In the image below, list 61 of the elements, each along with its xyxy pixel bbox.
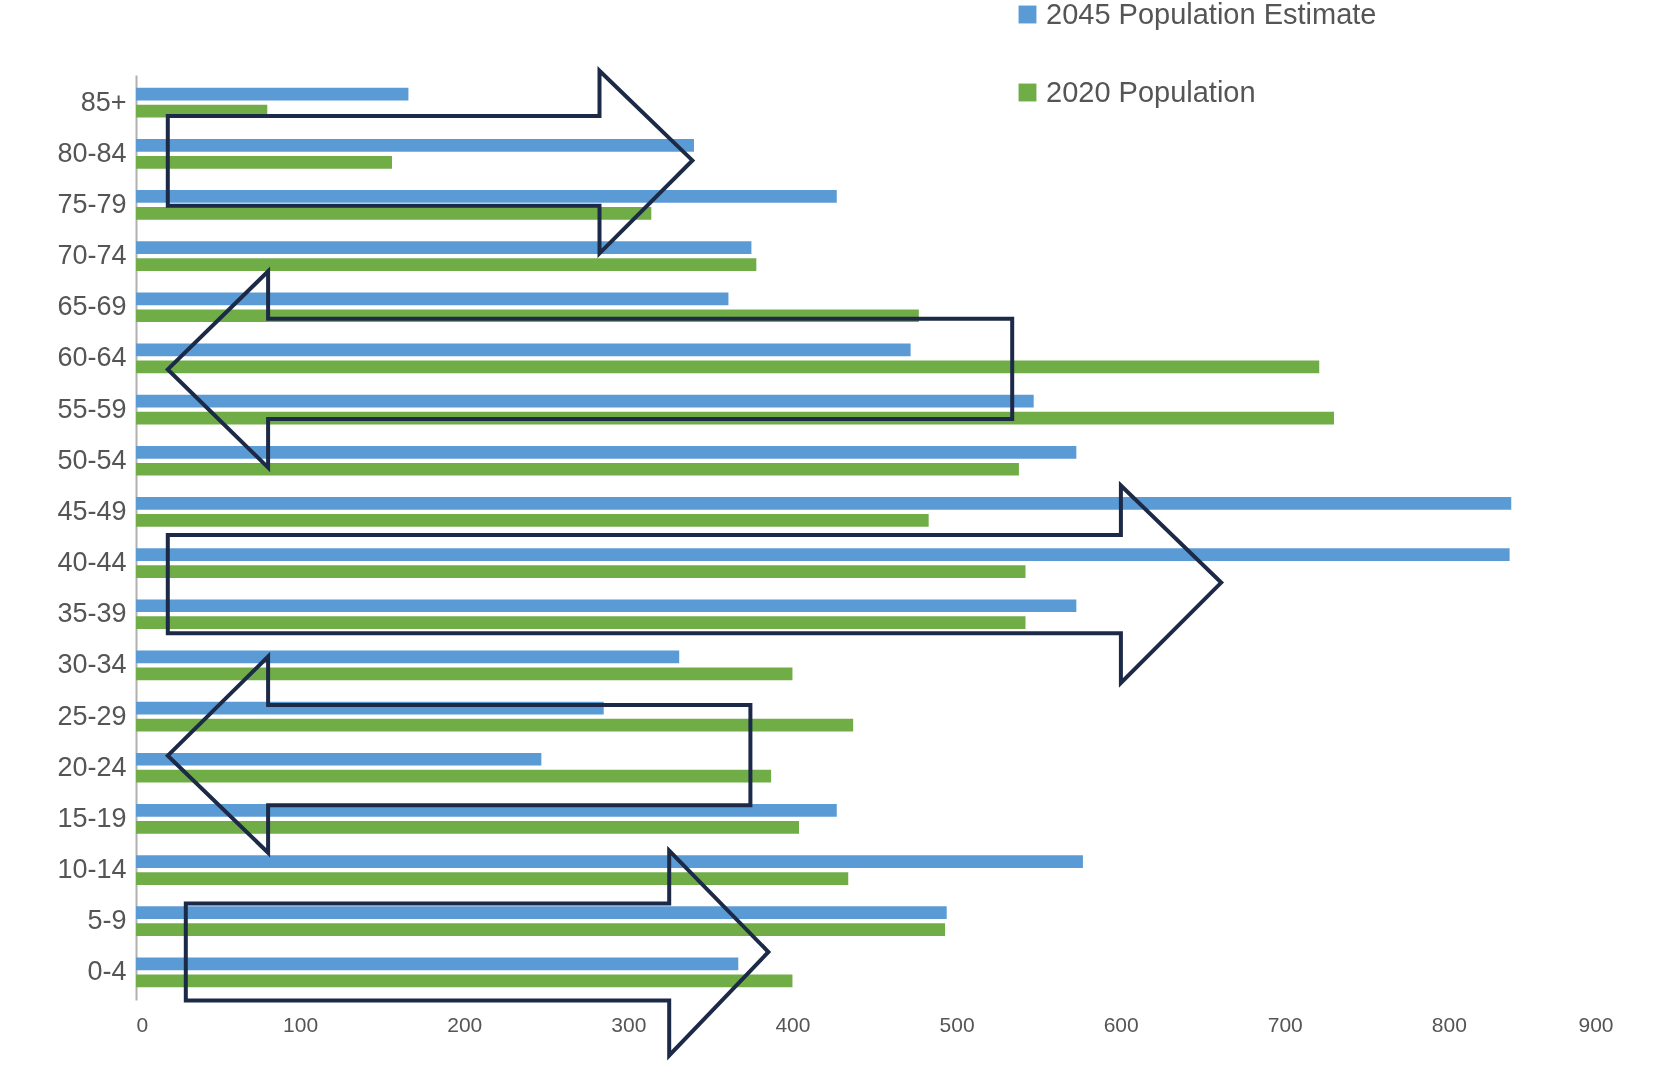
bar <box>136 292 729 306</box>
y-tick-label: 80-84 <box>57 137 127 168</box>
bar <box>136 616 1026 630</box>
bar <box>136 462 1019 476</box>
bar <box>136 241 752 254</box>
y-tick-label: 75-79 <box>57 188 127 219</box>
bar <box>136 718 854 732</box>
legend-label: 2020 Population <box>1046 75 1256 108</box>
y-tick-label: 50-54 <box>57 444 127 475</box>
y-tick-label: 60-64 <box>57 342 127 373</box>
bar <box>136 667 793 681</box>
bar <box>136 957 739 971</box>
bar <box>136 548 1510 561</box>
bar <box>136 923 946 937</box>
bar <box>136 565 1026 578</box>
y-tick-label: 70-74 <box>57 240 127 271</box>
bar <box>136 343 911 357</box>
bar <box>136 906 947 920</box>
bar <box>136 514 929 527</box>
x-tick-label: 800 <box>1431 1012 1467 1036</box>
y-tick-label: 10-14 <box>57 854 127 885</box>
y-tick-label: 45-49 <box>57 495 127 526</box>
bar <box>136 445 1077 459</box>
y-tick-label: 35-39 <box>57 598 127 629</box>
bar <box>136 872 849 885</box>
bar <box>136 155 393 169</box>
bar <box>136 497 1512 510</box>
x-tick-label: 700 <box>1267 1012 1303 1036</box>
bar <box>136 360 1320 374</box>
bar <box>136 138 694 152</box>
x-tick-label: 300 <box>611 1012 647 1036</box>
y-tick-label: 25-29 <box>57 700 127 731</box>
bar <box>136 207 652 220</box>
bar <box>136 769 772 783</box>
y-tick-label: 5-9 <box>87 905 127 936</box>
x-tick-label: 500 <box>939 1012 975 1036</box>
y-tick-label: 40-44 <box>57 547 127 578</box>
bar <box>136 599 1077 613</box>
bar <box>136 258 757 271</box>
x-tick-label: 0 <box>136 1012 149 1036</box>
bar <box>136 394 1034 408</box>
x-tick-label: 900 <box>1578 1012 1614 1036</box>
y-tick-label: 15-19 <box>57 802 127 833</box>
y-tick-label: 85+ <box>80 86 127 117</box>
bar <box>136 752 542 766</box>
bar <box>136 190 837 203</box>
x-tick-label: 200 <box>447 1012 483 1036</box>
bar <box>136 974 793 988</box>
bar <box>136 650 680 664</box>
bar <box>136 821 800 834</box>
y-tick-label: 55-59 <box>57 393 127 424</box>
x-tick-label: 600 <box>1103 1012 1139 1036</box>
y-tick-label: 0-4 <box>87 956 127 987</box>
y-tick-label: 30-34 <box>57 649 127 680</box>
bar <box>136 87 409 101</box>
y-tick-label: 20-24 <box>57 751 127 782</box>
bar <box>136 855 1083 868</box>
x-tick-label: 400 <box>775 1012 811 1036</box>
legend-label: 2045 Population Estimate <box>1046 0 1377 30</box>
x-tick-label: 100 <box>283 1012 319 1036</box>
y-tick-label: 65-69 <box>57 291 127 322</box>
